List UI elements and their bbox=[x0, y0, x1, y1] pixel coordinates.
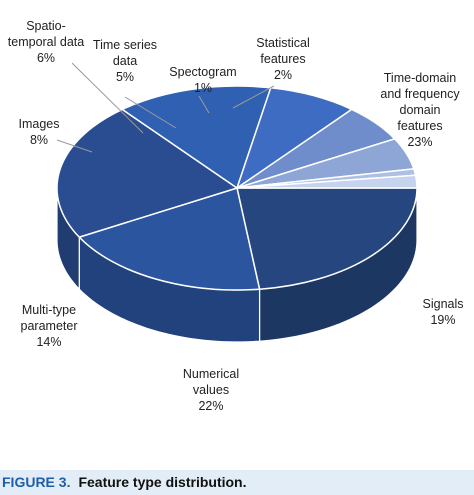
data-label-name-line: data bbox=[112, 54, 138, 68]
data-label-percent: 6% bbox=[36, 51, 56, 65]
data-label-percent: 5% bbox=[115, 70, 135, 84]
figure-label: FIGURE 3. bbox=[2, 474, 71, 490]
data-label-percent: 1% bbox=[193, 81, 213, 95]
data-label-percent: 19% bbox=[430, 313, 456, 327]
data-label-name-line: features bbox=[397, 119, 443, 133]
data-label-name-line: Spatio- bbox=[26, 19, 66, 33]
data-label-percent: 23% bbox=[407, 135, 433, 149]
pie-chart: Time-domain and frequency domain features 23… bbox=[8, 18, 464, 414]
data-label-name-line: Numerical bbox=[182, 367, 240, 381]
data-label-name-line: domain bbox=[399, 103, 441, 117]
pie-slice-signals bbox=[78, 187, 261, 291]
data-label-name-line: Signals bbox=[422, 297, 464, 311]
data-label-name-line: values bbox=[192, 383, 230, 397]
data-label-numerical-values: Numerical values 22% bbox=[183, 366, 239, 414]
data-label-time-series-data: Time series data 5% bbox=[93, 37, 157, 85]
pie-slice-numerical-values bbox=[56, 108, 238, 238]
pie-chart-svg bbox=[56, 62, 418, 343]
data-label-statistical-features: Statistical features 2% bbox=[256, 35, 310, 83]
data-label-percent: 2% bbox=[273, 68, 293, 82]
leader-line-statistical-features bbox=[232, 85, 275, 109]
leader-line-time-series-data bbox=[124, 96, 177, 129]
pie-slice-statistical-features bbox=[236, 174, 418, 189]
data-label-images: Images 8% bbox=[19, 116, 60, 148]
data-label-spatio-temporal-data: Spatio-temporal data 6% bbox=[8, 18, 84, 66]
leader-line-spectogram bbox=[198, 95, 210, 114]
data-label-name-line: Statistical bbox=[256, 36, 310, 50]
data-label-name-line: Time-domain bbox=[383, 71, 457, 85]
data-label-percent: 22% bbox=[198, 399, 224, 413]
caption-text: Feature type distribution. bbox=[78, 474, 247, 490]
pie-top-group bbox=[56, 85, 418, 291]
data-label-name-line: Time series bbox=[92, 38, 158, 52]
pie-slice-images bbox=[236, 87, 353, 189]
data-label-signals: Signals 19% bbox=[423, 296, 464, 328]
data-label-name-line: Images bbox=[18, 117, 60, 131]
data-label-name-line: and frequency bbox=[380, 87, 460, 101]
data-label-name-line: Multi-type bbox=[21, 303, 77, 317]
data-label-time-domain-and-frequency-domain-features: Time-domain and frequency domain features 23… bbox=[380, 70, 459, 150]
pie-slice-time-domain-and-frequency-domain-features bbox=[236, 187, 418, 290]
data-label-name-line: temporal data bbox=[7, 35, 85, 49]
pie-slice-multi-type-parameter bbox=[121, 85, 272, 189]
data-label-multi-type-parameter: Multi-type parameter 14% bbox=[21, 302, 78, 350]
leader-line-spatio-temporal-data bbox=[71, 62, 144, 134]
data-label-name-line: features bbox=[260, 52, 306, 66]
leader-line-images bbox=[56, 139, 93, 153]
data-label-spectogram: Spectogram 1% bbox=[169, 64, 236, 96]
data-label-percent: 14% bbox=[36, 335, 62, 349]
figure-caption: FIGURE 3. Feature type distribution. bbox=[0, 470, 474, 495]
data-label-name-line: Spectogram bbox=[169, 65, 237, 79]
data-label-percent: 8% bbox=[29, 133, 49, 147]
data-label-name-line: parameter bbox=[20, 319, 78, 333]
